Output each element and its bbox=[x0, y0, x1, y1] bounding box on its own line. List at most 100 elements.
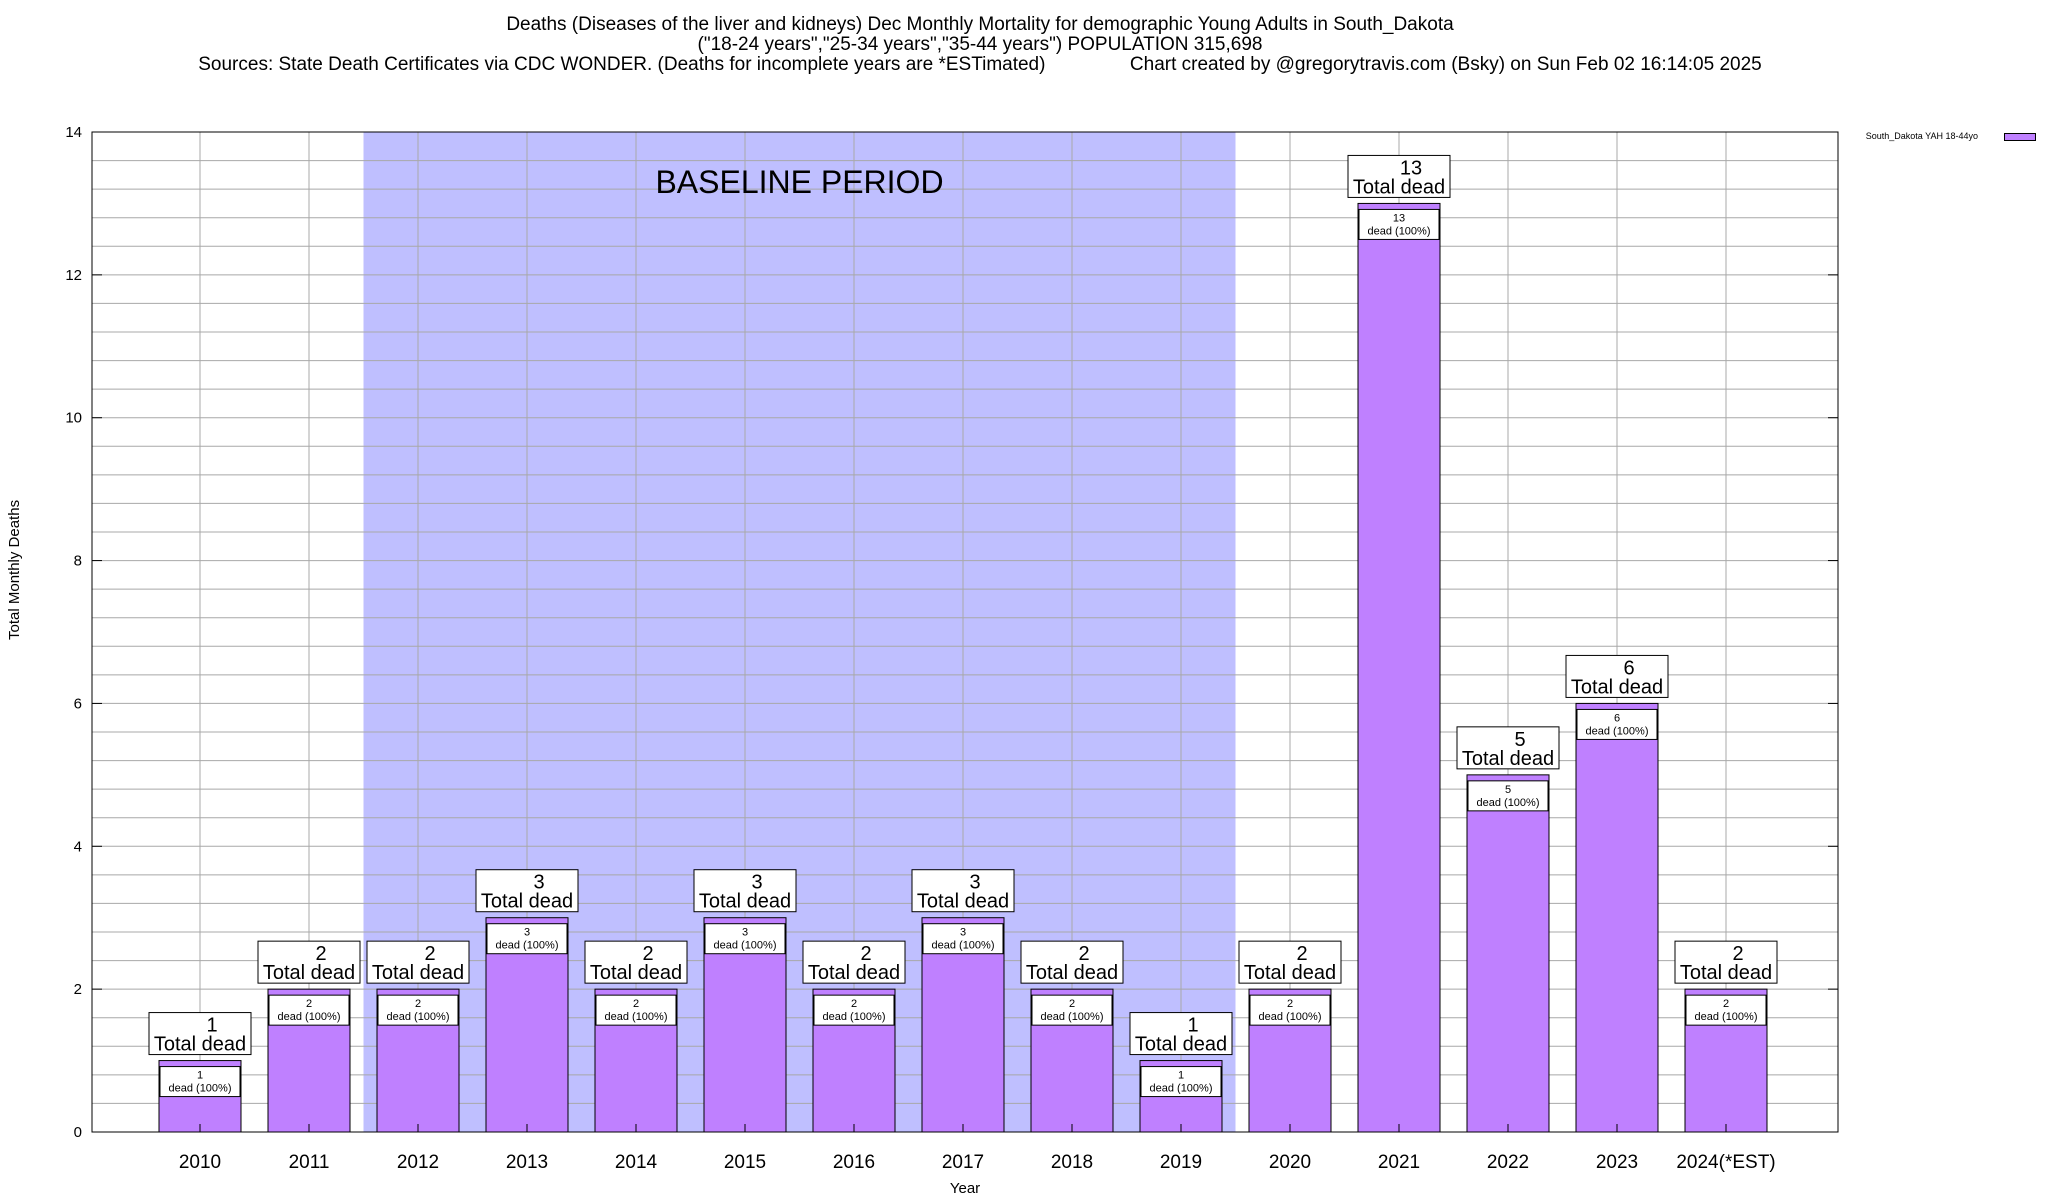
total-label-value: 2 bbox=[642, 943, 653, 965]
segment-label-box bbox=[486, 923, 568, 955]
segment-label-text: dead (100%) bbox=[387, 1011, 450, 1023]
x-tick-label: 2015 bbox=[724, 1152, 766, 1173]
total-label-box bbox=[1347, 154, 1451, 198]
total-label-value: 2 bbox=[1296, 943, 1307, 965]
segment-label-box bbox=[1031, 994, 1113, 1026]
bar bbox=[1357, 202, 1441, 1133]
x-tick-label: 2014 bbox=[615, 1152, 658, 1173]
total-label-box bbox=[257, 940, 361, 984]
x-tick-label: 2024(*EST) bbox=[1676, 1152, 1775, 1173]
segment-label-value: 2 bbox=[415, 998, 421, 1010]
total-label-text: Total dead bbox=[917, 891, 1009, 913]
x-tick-label: 2019 bbox=[1160, 1152, 1202, 1173]
y-tick-label: 6 bbox=[74, 695, 82, 712]
total-label-text: Total dead bbox=[1680, 962, 1772, 984]
total-label-text: Total dead bbox=[1571, 676, 1663, 698]
segment-label-box bbox=[922, 923, 1004, 955]
segment-label-value: 3 bbox=[524, 927, 530, 939]
total-label-value: 2 bbox=[315, 943, 326, 965]
total-label-box bbox=[802, 940, 906, 984]
x-axis-label: Year bbox=[949, 1180, 981, 1197]
legend-swatch bbox=[2004, 133, 2036, 141]
segment-label-box bbox=[1358, 208, 1440, 240]
segment-label-box bbox=[377, 994, 459, 1026]
y-tick-label: 8 bbox=[74, 553, 82, 570]
total-label-box bbox=[1129, 1012, 1233, 1056]
total-label-text: Total dead bbox=[590, 962, 682, 984]
total-label-box bbox=[148, 1012, 252, 1056]
y-tick-label: 10 bbox=[65, 410, 82, 427]
total-label-box bbox=[584, 940, 688, 984]
segment-label-text: dead (100%) bbox=[278, 1011, 341, 1023]
y-tick-label: 12 bbox=[65, 267, 82, 284]
segment-label-text: dead (100%) bbox=[714, 940, 777, 952]
bar bbox=[1575, 702, 1659, 1133]
segment-label-box bbox=[1467, 780, 1549, 812]
total-label-text: Total dead bbox=[1026, 962, 1118, 984]
bar bbox=[1466, 774, 1550, 1133]
x-tick-label: 2010 bbox=[179, 1152, 221, 1173]
total-label-box bbox=[1565, 654, 1669, 698]
segment-label-text: dead (100%) bbox=[496, 940, 559, 952]
segment-label-value: 2 bbox=[1723, 998, 1729, 1010]
x-tick-label: 2023 bbox=[1596, 1152, 1638, 1173]
segment-label-box bbox=[704, 923, 786, 955]
total-label-value: 6 bbox=[1623, 657, 1634, 679]
total-label-text: Total dead bbox=[808, 962, 900, 984]
segment-label-text: dead (100%) bbox=[1259, 1011, 1322, 1023]
segment-label-text: dead (100%) bbox=[1041, 1011, 1104, 1023]
chart-subtitle: ("18-24 years","25-34 years","35-44 year… bbox=[697, 34, 1263, 55]
segment-label-value: 2 bbox=[633, 998, 639, 1010]
total-label-text: Total dead bbox=[263, 962, 355, 984]
x-tick-label: 2020 bbox=[1269, 1152, 1311, 1173]
x-tick-label: 2021 bbox=[1378, 1152, 1420, 1173]
segment-label-box bbox=[813, 994, 895, 1026]
segment-label-text: dead (100%) bbox=[169, 1083, 232, 1095]
segment-label-value: 3 bbox=[960, 927, 966, 939]
x-tick-label: 2016 bbox=[833, 1152, 875, 1173]
segment-label-value: 3 bbox=[742, 927, 748, 939]
chart-source-line: Sources: State Death Certificates via CD… bbox=[198, 54, 1762, 75]
total-label-box bbox=[1020, 940, 1124, 984]
total-label-value: 3 bbox=[751, 872, 762, 894]
segment-label-value: 2 bbox=[851, 998, 857, 1010]
segment-label-value: 1 bbox=[1178, 1070, 1184, 1082]
total-label-box bbox=[366, 940, 470, 984]
total-label-box bbox=[1456, 726, 1560, 770]
segment-label-value: 1 bbox=[197, 1070, 203, 1082]
chart-title: Deaths (Diseases of the liver and kidney… bbox=[506, 14, 1454, 35]
segment-label-text: dead (100%) bbox=[1586, 725, 1649, 737]
segment-label-value: 5 bbox=[1505, 784, 1511, 796]
segment-label-value: 2 bbox=[1069, 998, 1075, 1010]
total-label-text: Total dead bbox=[154, 1034, 246, 1056]
segment-label-box bbox=[1685, 994, 1767, 1026]
segment-label-box bbox=[268, 994, 350, 1026]
segment-label-value: 6 bbox=[1614, 712, 1620, 724]
total-label-box bbox=[1238, 940, 1342, 984]
y-tick-label: 14 bbox=[65, 124, 82, 141]
y-tick-label: 0 bbox=[74, 1124, 82, 1141]
total-label-value: 2 bbox=[1732, 943, 1743, 965]
segment-label-text: dead (100%) bbox=[823, 1011, 886, 1023]
total-label-value: 2 bbox=[860, 943, 871, 965]
x-tick-label: 2018 bbox=[1051, 1152, 1093, 1173]
total-label-text: Total dead bbox=[1462, 748, 1554, 770]
segment-label-box bbox=[159, 1066, 241, 1098]
x-tick-label: 2011 bbox=[289, 1152, 330, 1173]
segment-label-text: dead (100%) bbox=[1150, 1083, 1213, 1095]
total-label-value: 3 bbox=[533, 872, 544, 894]
x-tick-label: 2017 bbox=[942, 1152, 984, 1173]
segment-label-value: 2 bbox=[306, 998, 312, 1010]
segment-label-value: 2 bbox=[1287, 998, 1293, 1010]
segment-label-text: dead (100%) bbox=[932, 940, 995, 952]
total-label-text: Total dead bbox=[372, 962, 464, 984]
total-label-box bbox=[1674, 940, 1778, 984]
segment-label-text: dead (100%) bbox=[605, 1011, 668, 1023]
total-label-value: 1 bbox=[1187, 1015, 1198, 1037]
y-tick-label: 4 bbox=[74, 838, 82, 855]
total-label-box bbox=[911, 869, 1015, 913]
segment-label-value: 13 bbox=[1393, 212, 1405, 224]
y-axis-label: Total Monthly Deaths bbox=[6, 499, 23, 640]
total-label-text: Total dead bbox=[1135, 1034, 1227, 1056]
y-tick-label: 2 bbox=[74, 981, 82, 998]
